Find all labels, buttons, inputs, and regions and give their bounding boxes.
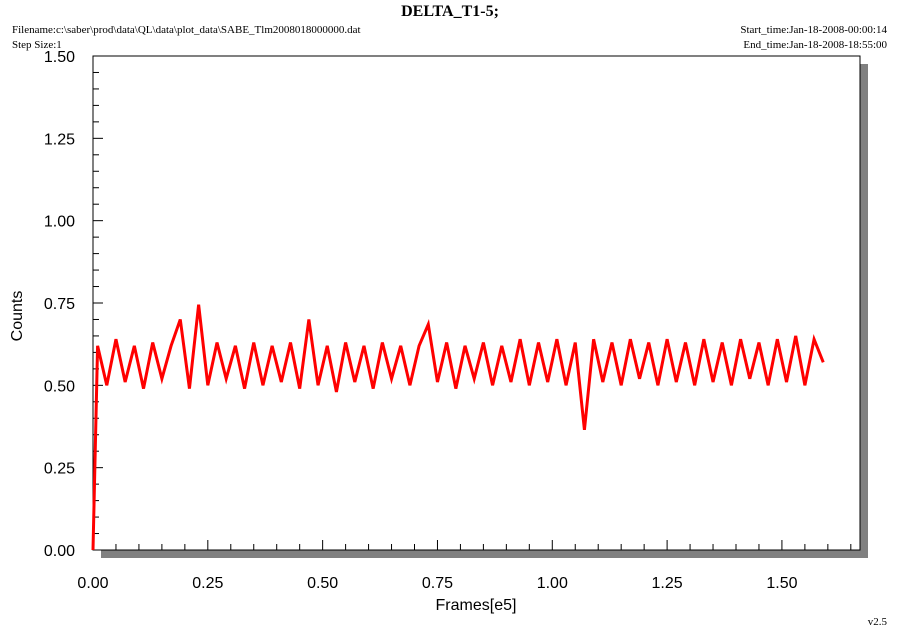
x-axis-label: Frames[e5]: [436, 597, 517, 614]
y-tick-label: 1.00: [44, 214, 75, 231]
y-tick-label: 0.50: [44, 378, 75, 395]
y-tick-label: 0.75: [44, 296, 75, 313]
version: v2.5: [868, 616, 888, 628]
y-tick-label: 0.25: [44, 461, 75, 478]
x-tick-label: 0.75: [422, 575, 453, 592]
y-tick-label: 0.00: [44, 543, 75, 560]
end-time: End_time:Jan-18-2008-18:55:00: [743, 39, 887, 51]
data-line: [91, 304, 825, 551]
x-tick-label: 0.50: [307, 575, 338, 592]
step-size: Step Size:1: [12, 39, 62, 51]
y-tick-label: 1.50: [44, 49, 75, 66]
y-tick-label: 1.25: [44, 131, 75, 148]
plot-area: [92, 55, 861, 551]
x-tick-label: 0.00: [77, 575, 108, 592]
x-tick-label: 0.25: [192, 575, 223, 592]
x-tick-label: 1.50: [766, 575, 797, 592]
y-axis-label: Counts: [9, 291, 26, 342]
filename: Filename:c:\saber\prod\data\QL\data\plot…: [12, 24, 361, 36]
chart-title: DELTA_T1-5;: [401, 3, 499, 20]
x-tick-label: 1.00: [537, 575, 568, 592]
x-tick-label: 1.25: [652, 575, 683, 592]
start-time: Start_time:Jan-18-2008-00:00:14: [740, 24, 887, 36]
